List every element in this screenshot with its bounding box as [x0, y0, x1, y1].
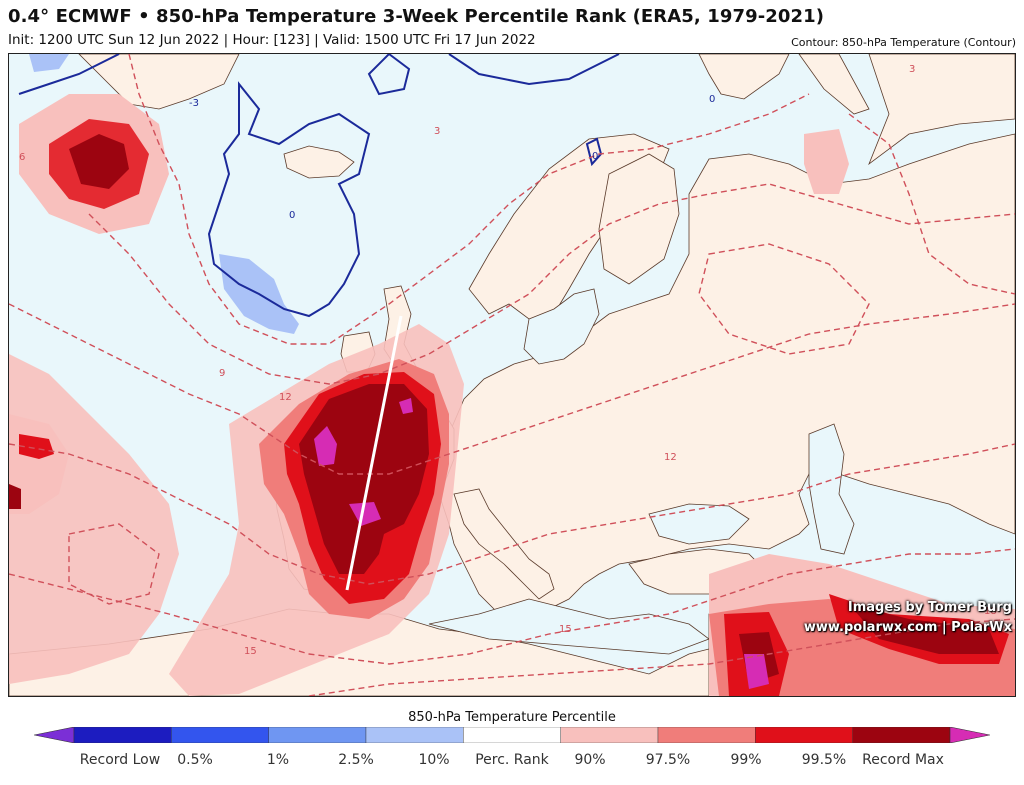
colorbar-segment [171, 727, 269, 743]
contour-12 [9, 443, 1015, 585]
contour-label: 15 [559, 624, 572, 635]
percentile-shading [9, 54, 1015, 696]
dark-red-middle-east [739, 604, 999, 684]
contour-label-group: 0 0 0 3 3 6 9 12 12 15 15 18 -3 [19, 64, 997, 657]
contour-label: 0 [289, 210, 295, 221]
dark-red-region-europe [299, 384, 429, 574]
contour-label: 9 [219, 368, 225, 379]
magenta-spot-3 [349, 502, 381, 526]
colorbar-segment [852, 727, 951, 743]
finland [598, 153, 680, 285]
zero-contour-north [448, 54, 620, 86]
colorbar-title: 850-hPa Temperature Percentile [408, 710, 616, 725]
colorbar-label: 10% [418, 752, 450, 768]
colorbar-segment-record-low [34, 727, 75, 743]
continent [428, 133, 1015, 625]
iceland [283, 145, 355, 179]
baltic-sea [523, 288, 600, 365]
zero-contour-island [367, 54, 411, 96]
contour-note: Contour: 850-hPa Temperature (Contour) [791, 36, 1016, 49]
novaya-zemlya [798, 54, 870, 115]
temperature-contours [9, 54, 1015, 696]
colorbar-segment [73, 727, 172, 743]
colorbar-label: Record Low [79, 752, 161, 768]
colorbar-segment [365, 727, 464, 743]
colorbar-labels: Record Low 0.5% 1% 2.5% 10% Perc. Rank 90% 97.5… [0, 752, 1024, 772]
dark-red-atlantic-edge [9, 484, 21, 509]
colorbar-label: 2.5% [338, 752, 374, 768]
colorbar-segment [657, 727, 756, 743]
cross-section-line [345, 315, 403, 591]
contour-label: -3 [189, 98, 199, 109]
colorbar [34, 727, 990, 743]
contour-atlantic-loop [68, 523, 160, 605]
colorbar-segment [755, 727, 853, 743]
map-title: 0.4° ECMWF • 850-hPa Temperature 3-Week … [8, 6, 825, 27]
colorbar-segment [463, 727, 561, 743]
colorbar-segment-record-max [949, 727, 990, 743]
greenland [78, 54, 240, 110]
italy [453, 488, 555, 600]
colorbar-label: Perc. Rank [475, 752, 549, 768]
light-red-russia [804, 129, 849, 194]
contour-label: 6 [19, 152, 25, 163]
caspian-sea [808, 423, 855, 555]
colorbar-label: 90% [574, 752, 606, 768]
black-sea [648, 503, 750, 545]
map-canvas: 0 0 0 3 3 6 9 12 12 15 15 18 -3 [9, 54, 1015, 696]
colorbar-segment [268, 727, 367, 743]
colorbar-label: 99.5% [801, 752, 847, 768]
contour-russia-east [848, 113, 1015, 295]
contour-label: 0 [709, 94, 715, 105]
red-middle-east [724, 594, 1009, 696]
red-atlantic-west [19, 434, 54, 459]
colorbar-segment [560, 727, 659, 743]
forecast-info: Init: 1200 UTC Sun 12 Jun 2022 | Hour: [… [8, 32, 536, 48]
contour-18 [308, 618, 1015, 696]
magenta-middle-east [744, 654, 769, 689]
forecast-map: 0 0 0 3 3 6 9 12 12 15 15 18 -3 [8, 53, 1016, 697]
light-blue-corner [29, 54, 69, 72]
continental-europe-asia [868, 54, 1015, 166]
contour-9 [9, 303, 1015, 475]
magenta-spot-1 [314, 426, 337, 466]
colorbar-label: 1% [266, 752, 290, 768]
magenta-spot-2 [399, 398, 413, 414]
colorbar-label: 0.5% [177, 752, 213, 768]
contour-label: 12 [279, 392, 292, 403]
credit-author: Images by Tomer Burg [847, 600, 1012, 615]
contour-label: 3 [434, 126, 440, 137]
warm-contours [9, 54, 1015, 696]
contour-label: 0 [592, 151, 598, 162]
colorbar-label: 97.5% [645, 752, 691, 768]
contour-russia-loop [698, 243, 870, 355]
zero-contour-main [207, 81, 371, 318]
colorbar-label: 99% [730, 752, 762, 768]
colorbar-label: Record Max [862, 752, 944, 768]
contour-label: 12 [664, 452, 677, 463]
zero-contour-northwest [18, 54, 120, 95]
dark-red-greenland [69, 134, 129, 189]
contour-6 [88, 183, 1015, 385]
contour-3 [128, 54, 810, 345]
mediterranean [428, 598, 710, 655]
colorbar-segments [34, 727, 990, 743]
credit-website: www.polarwx.com | PolarWx [803, 620, 1012, 635]
contour-label: 3 [909, 64, 915, 75]
contour-15 [9, 548, 1015, 665]
contour-label: 18 [984, 606, 997, 617]
contour-label: 15 [244, 646, 257, 657]
inland-seas [428, 288, 855, 655]
arctic-islands [698, 54, 790, 100]
